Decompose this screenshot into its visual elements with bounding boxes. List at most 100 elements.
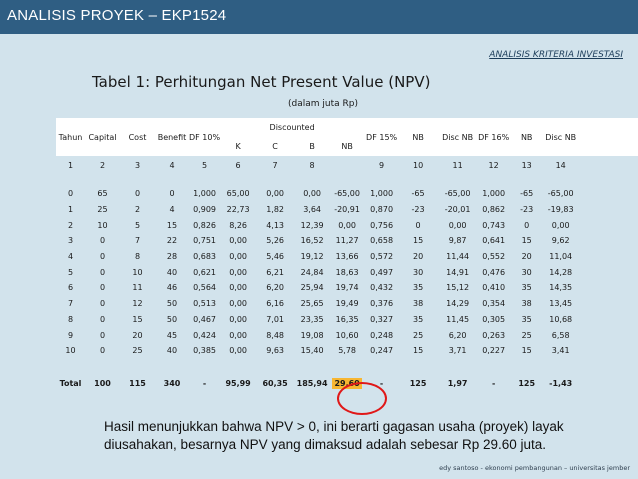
table-cell: 3 (67, 236, 74, 246)
table-cell: 0,247 (370, 346, 394, 356)
table-cell: 10 (132, 267, 143, 277)
slide-header-title: ANALISIS PROYEK – EKP1524 (7, 7, 227, 24)
table-cell: 40 (166, 267, 178, 277)
header-row-top: Tahun Capital Cost Benefit DF 10% Discou… (56, 118, 577, 142)
table-cell: 4,13 (266, 220, 284, 230)
table-cell: 12 (132, 299, 143, 309)
table-cell: 0,909 (193, 205, 216, 215)
table-cell: 6,21 (266, 267, 284, 277)
table-cell: 8,26 (229, 220, 247, 230)
col-number: 2 (99, 161, 106, 170)
conclusion-line-2: diusahakan, besarnya NPV yang dimaksud a… (104, 437, 547, 452)
table-row: 1 25 2 4 0,909 22,73 1,82 3,64 -20,91 0,870 -23 -20… (56, 202, 577, 218)
table-cell: -65,00 (444, 189, 471, 199)
table-cell: 0,513 (193, 299, 216, 309)
table-cell: -65 (520, 189, 534, 199)
table-title: Tabel 1: Perhitungan Net Present Value (… (92, 73, 431, 91)
conclusion-text: Hasil menunjukkan bahwa NPV > 0, ini ber… (104, 418, 604, 454)
table-cell: 2 (134, 205, 141, 215)
table-cell: 14,91 (446, 267, 470, 277)
total-cell: Total (59, 378, 82, 388)
table-cell: 0,683 (193, 252, 216, 262)
table-cell: 15 (132, 314, 143, 324)
table-cell: 0,497 (370, 267, 394, 277)
table-cell: 38 (521, 299, 532, 309)
table-cell: 0,385 (193, 346, 216, 356)
header-row-sub: K C B NB (56, 137, 577, 156)
table-cell: 1,000 (482, 189, 506, 199)
col-number: 10 (413, 161, 424, 170)
table-cell: 35 (521, 314, 532, 324)
table-cell: 0,00 (229, 267, 247, 277)
table-row: 8 0 15 50 0,467 0,00 7,01 23,35 16,35 0,327 35 11,4… (56, 312, 577, 328)
table-cell: -23 (411, 205, 425, 215)
table-cell: 10,60 (335, 330, 359, 340)
table-cell: 0,658 (370, 236, 394, 246)
table-cell: 0,00 (448, 220, 467, 230)
npv-table: Tahun Capital Cost Benefit DF 10% Discou… (56, 118, 577, 393)
total-cell: 125 (409, 378, 427, 388)
table-cell: 0,572 (370, 252, 394, 262)
table-cell: 15 (413, 236, 424, 246)
table-cell: 13,45 (549, 299, 573, 309)
table-cell: 30 (413, 267, 424, 277)
table-cell: 8 (67, 314, 74, 324)
table-cell: 0,00 (229, 330, 247, 340)
table-cell: 2 (67, 220, 74, 230)
table-cell: 0,354 (482, 299, 506, 309)
table-cell: 40 (166, 346, 178, 356)
table-cell: 4 (67, 252, 74, 262)
col-header-disc-nb: Disc NB (442, 132, 474, 142)
table-cell: 15 (166, 220, 178, 230)
table-cell: 1 (67, 205, 74, 215)
table-cell: 50 (166, 299, 178, 309)
total-cell: -1,43 (549, 378, 573, 388)
table-cell: 11,27 (335, 236, 359, 246)
table-cell: 65,00 (226, 189, 250, 199)
table-cell: 1,000 (193, 189, 216, 199)
table-cell: 0,751 (193, 236, 216, 246)
col-number: 5 (202, 161, 208, 170)
col-header-tahun: Tahun (58, 132, 83, 142)
table-cell: 0,410 (482, 283, 506, 293)
table-cell: 25 (413, 330, 424, 340)
col-number: 7 (272, 161, 278, 170)
table-cell: 4 (169, 205, 175, 215)
table-header-background (56, 118, 638, 156)
table-cell: 5 (67, 267, 74, 277)
table-cell: 35 (413, 283, 424, 293)
table-cell: 5 (134, 220, 141, 230)
table-cell: 0,327 (370, 314, 394, 324)
table-row: 10 0 25 40 0,385 0,00 9,63 15,40 5,78 0,247 15 3,71… (56, 343, 577, 359)
table-cell: 25 (97, 205, 108, 215)
table-cell: 14,35 (549, 283, 573, 293)
col-number: 9 (379, 161, 385, 170)
total-cell: 125 (518, 378, 536, 388)
table-cell: 20 (132, 330, 143, 340)
col-header-df16: DF 16% (478, 132, 510, 142)
table-cell: 0,305 (482, 314, 506, 324)
table-body: 0 65 0 0 1,000 65,00 0,00 0,00 -65,00 1,000 -65 -65… (56, 186, 577, 359)
col-number: 4 (169, 161, 175, 170)
table-cell: 30 (521, 267, 532, 277)
total-cell: 1,97 (447, 378, 468, 388)
table-cell: 0 (99, 346, 106, 356)
table-cell: 45 (166, 330, 178, 340)
table-cell: 15,40 (300, 346, 324, 356)
total-cell: 340 (163, 378, 181, 388)
total-cell: - (379, 378, 384, 388)
table-cell: 0,424 (193, 330, 216, 340)
table-cell: 10,68 (549, 314, 573, 324)
table-cell: 0,467 (193, 314, 216, 324)
section-label: ANALISIS KRITERIA INVESTASI (489, 50, 623, 60)
table-cell: 0,756 (370, 220, 394, 230)
table-cell: 0 (99, 236, 106, 246)
table-cell: 0,00 (266, 189, 284, 199)
table-row: 6 0 11 46 0,564 0,00 6,20 25,94 19,74 0,432 35 15,1… (56, 280, 577, 296)
col-header-df15: DF 15% (366, 132, 398, 142)
table-cell: -20,01 (444, 205, 471, 215)
table-cell: 0,870 (370, 205, 394, 215)
col-header-nb: NB (412, 132, 424, 142)
table-cell: 0,248 (370, 330, 394, 340)
table-row: 2 10 5 15 0,826 8,26 4,13 12,39 0,00 0,756 0 0,00 0,… (56, 217, 577, 233)
